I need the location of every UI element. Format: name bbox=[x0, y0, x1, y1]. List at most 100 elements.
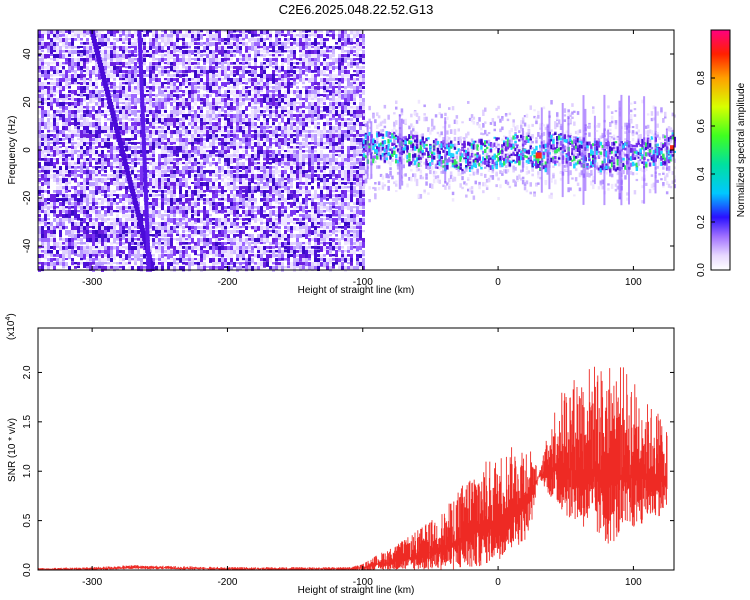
heatmap-cell bbox=[281, 82, 284, 87]
heatmap-cell bbox=[215, 54, 218, 60]
heatmap-cell bbox=[44, 154, 47, 158]
heatmap-cell bbox=[149, 130, 152, 135]
heatmap-cell bbox=[179, 234, 182, 240]
heatmap-cell bbox=[164, 242, 167, 248]
heatmap-cell bbox=[278, 242, 281, 245]
heatmap-cell bbox=[110, 194, 113, 197]
heatmap-cell bbox=[146, 110, 149, 113]
heatmap-cell bbox=[272, 130, 275, 134]
heatmap-cell bbox=[191, 202, 194, 206]
heatmap-cell bbox=[236, 58, 239, 63]
heatmap-cell bbox=[50, 154, 53, 157]
heatmap-cell bbox=[287, 238, 290, 244]
heatmap-cell bbox=[287, 74, 290, 78]
heatmap-cell bbox=[104, 142, 107, 148]
heatmap-cell bbox=[155, 186, 158, 189]
heatmap-cell bbox=[53, 90, 56, 93]
heatmap-cell bbox=[197, 118, 200, 124]
heatmap-cell bbox=[107, 134, 110, 138]
heatmap-cell bbox=[104, 102, 107, 108]
heatmap-cell bbox=[227, 98, 230, 101]
heatmap-cell bbox=[83, 182, 86, 186]
heatmap-cell bbox=[245, 138, 248, 144]
heatmap-cell bbox=[248, 138, 251, 142]
heatmap-cell bbox=[128, 42, 131, 45]
heatmap-cell bbox=[107, 42, 110, 45]
heatmap-cell bbox=[173, 186, 176, 192]
heatmap-cell bbox=[197, 258, 200, 263]
heatmap-cell bbox=[257, 66, 260, 68]
heatmap-cell bbox=[269, 130, 272, 136]
heatmap-cell bbox=[101, 230, 104, 234]
heatmap-cell bbox=[50, 90, 53, 95]
heatmap-cell bbox=[38, 246, 41, 249]
heatmap-cell bbox=[170, 34, 173, 38]
heatmap-cell bbox=[281, 34, 284, 37]
heatmap-cell bbox=[179, 206, 182, 210]
heatmap-cell bbox=[293, 266, 296, 272]
heatmap-cell bbox=[251, 138, 254, 142]
heatmap-cell bbox=[92, 242, 95, 248]
heatmap-cell bbox=[215, 226, 218, 229]
heatmap-cell bbox=[170, 138, 173, 142]
heatmap-cell bbox=[239, 38, 242, 41]
heatmap-cell bbox=[260, 98, 263, 103]
heatmap-cell bbox=[284, 70, 287, 76]
heatmap-cell bbox=[275, 142, 278, 147]
heatmap-cell bbox=[50, 122, 53, 128]
heatmap-cell bbox=[86, 38, 89, 42]
heatmap-cell bbox=[254, 230, 257, 233]
heatmap-cell bbox=[266, 134, 269, 139]
heatmap-cell bbox=[134, 62, 137, 67]
heatmap-cell bbox=[290, 186, 293, 189]
heatmap-cell bbox=[44, 182, 47, 186]
heatmap-cell bbox=[56, 102, 59, 107]
heatmap-cell bbox=[302, 170, 305, 176]
heatmap-cell bbox=[98, 74, 101, 80]
heatmap-cell bbox=[293, 198, 296, 203]
heatmap-cell bbox=[179, 222, 182, 228]
heatmap-cell bbox=[38, 150, 41, 156]
heatmap-cell bbox=[245, 222, 248, 225]
heatmap-cell bbox=[176, 110, 179, 116]
heatmap-cell bbox=[119, 122, 122, 125]
heatmap-cell bbox=[230, 226, 233, 228]
heatmap-cell bbox=[299, 122, 302, 126]
heatmap-cell bbox=[155, 114, 158, 118]
heatmap-cell bbox=[281, 106, 284, 111]
heatmap-cell bbox=[272, 134, 275, 137]
heatmap-cell bbox=[254, 98, 257, 103]
heatmap-cell bbox=[38, 250, 41, 253]
heatmap-cell bbox=[263, 74, 266, 80]
heatmap-cell bbox=[140, 190, 143, 196]
heatmap-cell bbox=[50, 30, 53, 35]
heatmap-cell bbox=[95, 30, 98, 34]
heatmap-cell bbox=[149, 214, 152, 218]
heatmap-cell bbox=[137, 122, 140, 128]
heatmap-cell bbox=[98, 158, 101, 164]
heatmap-cell bbox=[254, 66, 257, 70]
heatmap-cell bbox=[287, 102, 290, 107]
heatmap-cell bbox=[161, 214, 164, 220]
heatmap-cell bbox=[149, 234, 152, 237]
heatmap-cell bbox=[188, 90, 191, 95]
heatmap-cell bbox=[98, 226, 101, 231]
heatmap-cell bbox=[236, 34, 239, 40]
heatmap-cell bbox=[209, 154, 212, 158]
heatmap-cell bbox=[125, 70, 128, 74]
heatmap-cell bbox=[101, 34, 104, 40]
heatmap-cell bbox=[62, 210, 65, 214]
heatmap-cell bbox=[212, 178, 215, 184]
heatmap-cell bbox=[158, 230, 161, 234]
heatmap-cell bbox=[164, 182, 167, 188]
heatmap-cell bbox=[140, 254, 143, 257]
heatmap-cell bbox=[182, 94, 185, 97]
heatmap-cell bbox=[314, 234, 317, 239]
heatmap-cell bbox=[62, 142, 65, 147]
heatmap-cell bbox=[128, 266, 131, 269]
heatmap-cell bbox=[158, 186, 161, 190]
heatmap-cell bbox=[233, 262, 236, 268]
heatmap-cell bbox=[200, 54, 203, 58]
heatmap-cell bbox=[113, 254, 116, 259]
heatmap-cell bbox=[167, 210, 170, 213]
